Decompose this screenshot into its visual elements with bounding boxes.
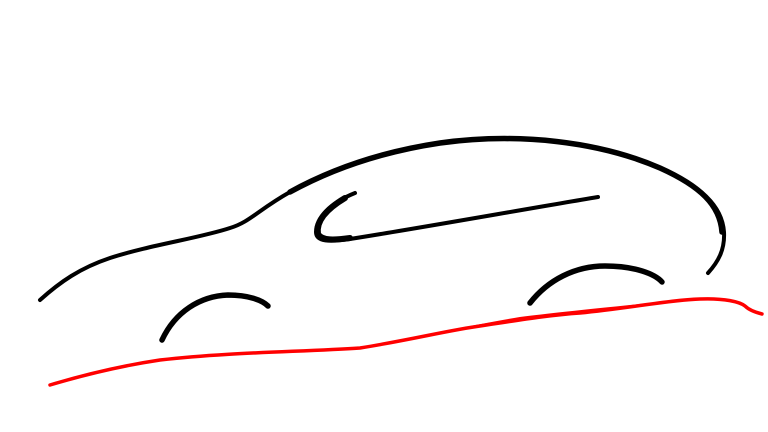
car-body-roofline bbox=[38, 136, 727, 302]
car-window bbox=[314, 191, 600, 243]
rear-wheel-arch bbox=[527, 263, 665, 306]
car-window-thick bbox=[314, 195, 353, 243]
ground-line bbox=[48, 297, 764, 387]
car-body-roofline-thick bbox=[287, 135, 725, 235]
ground-stroke bbox=[48, 297, 764, 387]
ground-stroke-accent bbox=[359, 303, 651, 349]
car-outline bbox=[38, 135, 727, 343]
front-wheel-arch bbox=[159, 292, 271, 343]
